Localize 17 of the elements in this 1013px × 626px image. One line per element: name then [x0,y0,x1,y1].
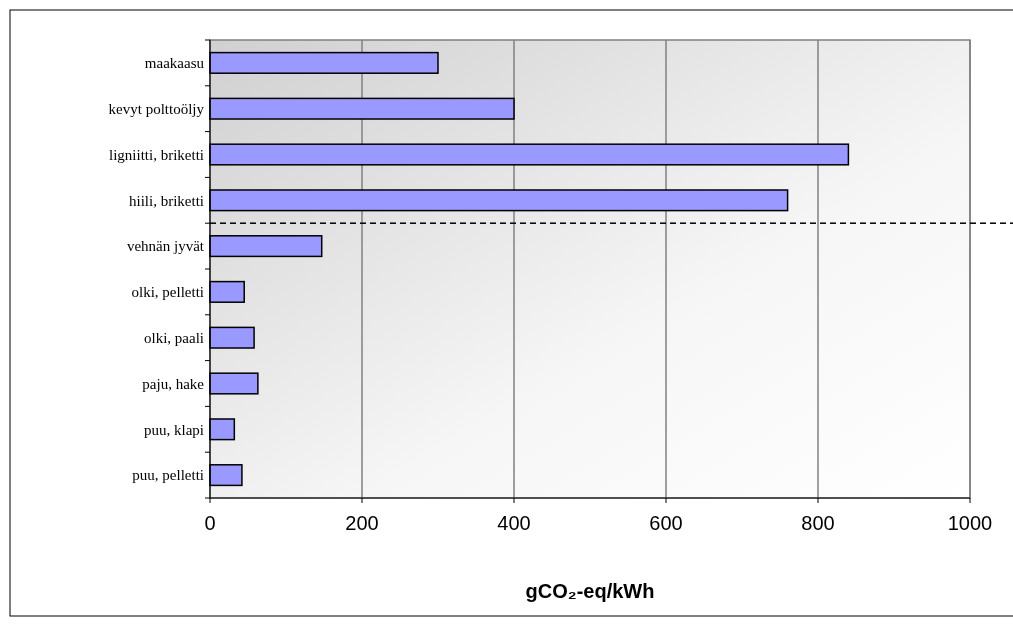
y-tick-label: olki, paali [144,329,204,346]
x-axis-title: gCO₂-eq/kWh [525,580,655,602]
x-tick-label: 0 [204,512,216,534]
x-tick-label: 800 [801,512,835,534]
y-tick-label: maakaasu [144,55,205,72]
y-tick-label: vehnän jyvät [126,238,205,255]
y-tick-label: paju, hake [142,375,205,392]
x-tick-label: 200 [345,512,379,534]
y-tick-label: puu, pelletti [132,467,204,484]
x-tick-label: 600 [649,512,683,534]
y-tick-label: puu, klapi [144,421,204,438]
x-tick-label: 1000 [947,512,993,534]
y-tick-label: olki, pelletti [131,284,204,301]
y-tick-label: kevyt polttoöljy [108,100,205,117]
x-tick-label: 400 [497,512,531,534]
y-tick-label: ligniitti, briketti [109,146,204,163]
y-tick-label: hiili, briketti [129,192,204,209]
